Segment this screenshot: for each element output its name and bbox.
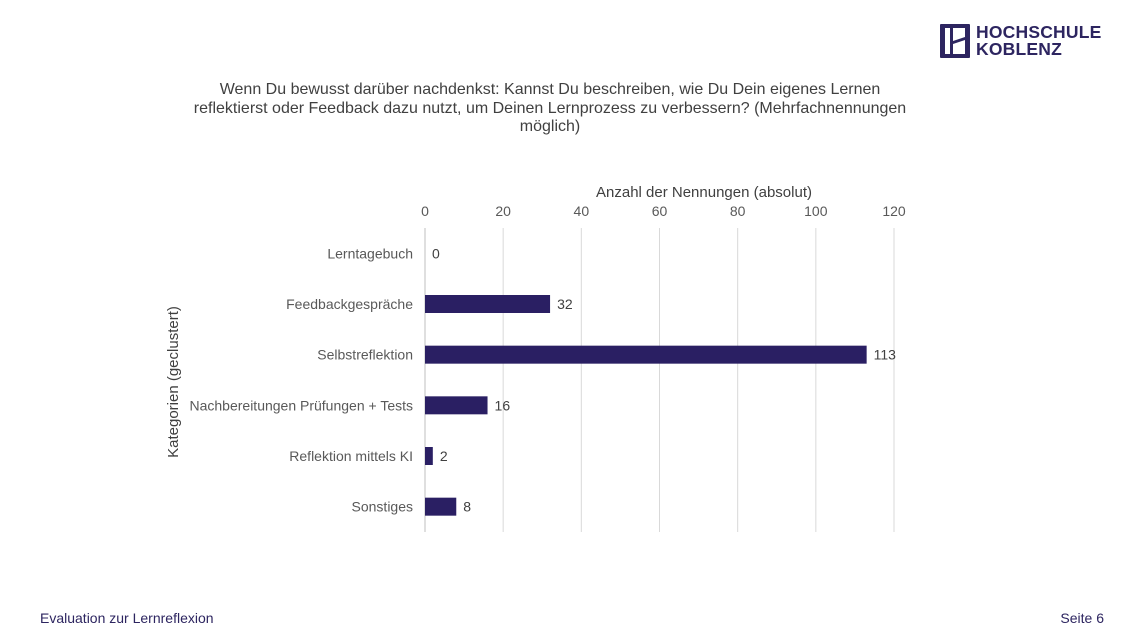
bar (425, 396, 488, 415)
bar (425, 447, 433, 465)
x-axis-title: Anzahl der Nennungen (absolut) (596, 184, 812, 201)
y-axis-title: Kategorien (geclustert) (165, 306, 182, 458)
category-label: Lerntagebuch (327, 245, 413, 261)
category-label: Selbstreflektion (317, 347, 413, 363)
x-tick-label: 80 (730, 203, 746, 219)
page-number: Seite 6 (1060, 610, 1104, 626)
x-tick-label: 0 (421, 203, 429, 219)
x-tick-label: 120 (882, 203, 906, 219)
data-label: 113 (874, 347, 897, 363)
data-label: 8 (463, 499, 471, 515)
data-label: 32 (557, 296, 573, 312)
chart-title-line-2: reflektierst oder Feedback dazu nutzt, u… (193, 99, 907, 117)
bar (425, 345, 867, 364)
x-tick-label: 60 (652, 203, 668, 219)
grid-layer (424, 228, 895, 532)
data-label: 2 (440, 448, 448, 464)
logo-text: HOCHSCHULE KOBLENZ (976, 22, 1102, 59)
bar (425, 295, 551, 313)
bar-layer (425, 295, 867, 516)
category-label: Sonstiges (352, 499, 413, 515)
bar (425, 497, 457, 516)
bar-chart: 0 20 40 60 80 100 120 Lerntagebuch 0 Feedbackges… (165, 184, 906, 532)
data-label: 0 (432, 245, 440, 261)
logo-mark-icon (940, 24, 970, 58)
x-tick-label: 20 (495, 203, 511, 219)
logo-line-1: HOCHSCHULE (976, 22, 1102, 42)
category-label: Nachbereitungen Prüfungen + Tests (189, 397, 413, 413)
category-label: Feedbackgespräche (286, 296, 413, 312)
label-layer: Lerntagebuch 0 Feedbackgespräche 32 Selbstre… (189, 245, 896, 514)
hochschule-logo: HOCHSCHULE KOBLENZ (940, 22, 1102, 59)
category-label: Reflektion mittels KI (289, 448, 413, 464)
x-tick-layer: 0 20 40 60 80 100 120 (421, 203, 906, 219)
chart-title: Wenn Du bewusst darüber nachdenkst: Kann… (160, 81, 940, 137)
x-tick-label: 100 (804, 203, 828, 219)
logo-line-2: KOBLENZ (976, 39, 1062, 59)
data-label: 16 (495, 397, 511, 413)
chart-title-line-3: möglich) (519, 118, 581, 135)
x-tick-label: 40 (574, 203, 590, 219)
chart-title-line-1: Wenn Du bewusst darüber nachdenkst: Kann… (219, 81, 881, 98)
footer-title: Evaluation zur Lernreflexion (40, 610, 214, 626)
